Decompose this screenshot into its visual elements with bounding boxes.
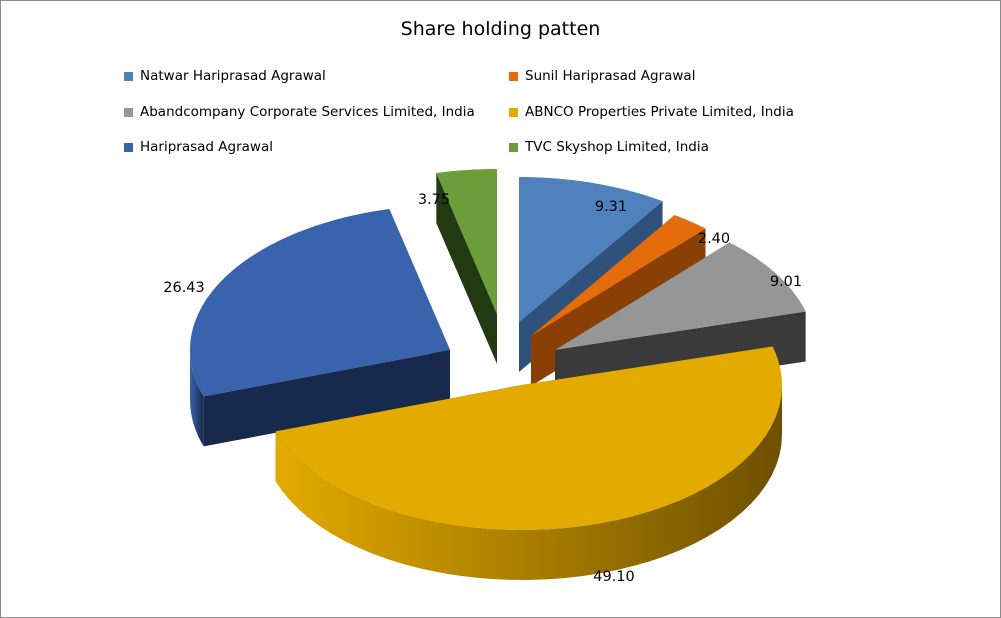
slice-top-face — [275, 346, 782, 530]
legend-label: Natwar Hariprasad Agrawal — [140, 68, 326, 84]
legend-item: ABNCO Properties Private Limited, India — [509, 104, 794, 120]
legend-item: Hariprasad Agrawal — [124, 139, 273, 155]
slice-side-wall — [203, 350, 450, 447]
slice-top-face — [555, 242, 806, 350]
legend-swatch — [124, 107, 133, 117]
legend-swatch — [509, 71, 518, 81]
slice-top-face — [436, 169, 497, 314]
slice-top-face — [531, 215, 706, 336]
legend-label: Hariprasad Agrawal — [140, 139, 273, 155]
legend-item: Natwar Hariprasad Agrawal — [124, 68, 326, 84]
legend-item: Sunil Hariprasad Agrawal — [509, 68, 695, 84]
slice-top-face — [190, 209, 450, 397]
slice-side-wall — [436, 173, 497, 364]
legend-label: ABNCO Properties Private Limited, India — [525, 104, 794, 120]
pie-slice — [436, 169, 497, 364]
chart-title: Share holding patten — [400, 18, 601, 40]
legend-swatch — [509, 107, 518, 117]
legend-item: TVC Skyshop Limited, India — [509, 139, 709, 155]
legend-swatch — [124, 71, 133, 81]
pie-slice — [190, 209, 450, 447]
legend-label: Sunil Hariprasad Agrawal — [525, 68, 696, 84]
legend-swatch — [124, 142, 133, 152]
pie-slice — [275, 346, 782, 580]
chart-legend: Natwar Hariprasad Agrawal Sunil Haripras… — [124, 68, 884, 164]
legend-swatch — [509, 142, 518, 152]
slice-outer-wall — [190, 350, 204, 447]
slice-top-face — [519, 177, 663, 322]
legend-label: Abandcompany Corporate Services Limited,… — [140, 104, 475, 120]
legend-label: TVC Skyshop Limited, India — [525, 139, 709, 155]
legend-item: Abandcompany Corporate Services Limited,… — [124, 104, 475, 120]
slice-outer-wall — [275, 385, 782, 580]
